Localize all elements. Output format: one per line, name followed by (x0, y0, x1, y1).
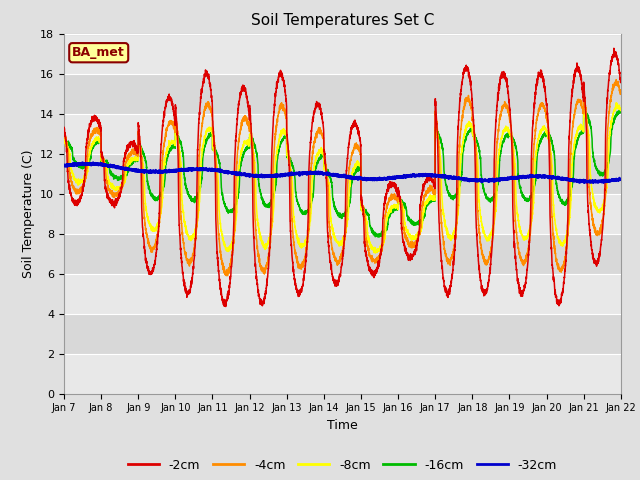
Bar (64, 34, 621, 73)
Bar (64, 114, 621, 154)
Bar (64, 234, 621, 274)
Legend: -2cm, -4cm, -8cm, -16cm, -32cm: -2cm, -4cm, -8cm, -16cm, -32cm (123, 454, 562, 477)
Text: BA_met: BA_met (72, 46, 125, 59)
X-axis label: Time: Time (327, 419, 358, 432)
Bar (64, 354, 621, 394)
Title: Soil Temperatures Set C: Soil Temperatures Set C (251, 13, 434, 28)
Bar (64, 73, 621, 114)
Y-axis label: Soil Temperature (C): Soil Temperature (C) (22, 149, 35, 278)
Bar (64, 154, 621, 193)
Bar (64, 313, 621, 354)
Bar (64, 193, 621, 234)
Bar (64, 274, 621, 313)
